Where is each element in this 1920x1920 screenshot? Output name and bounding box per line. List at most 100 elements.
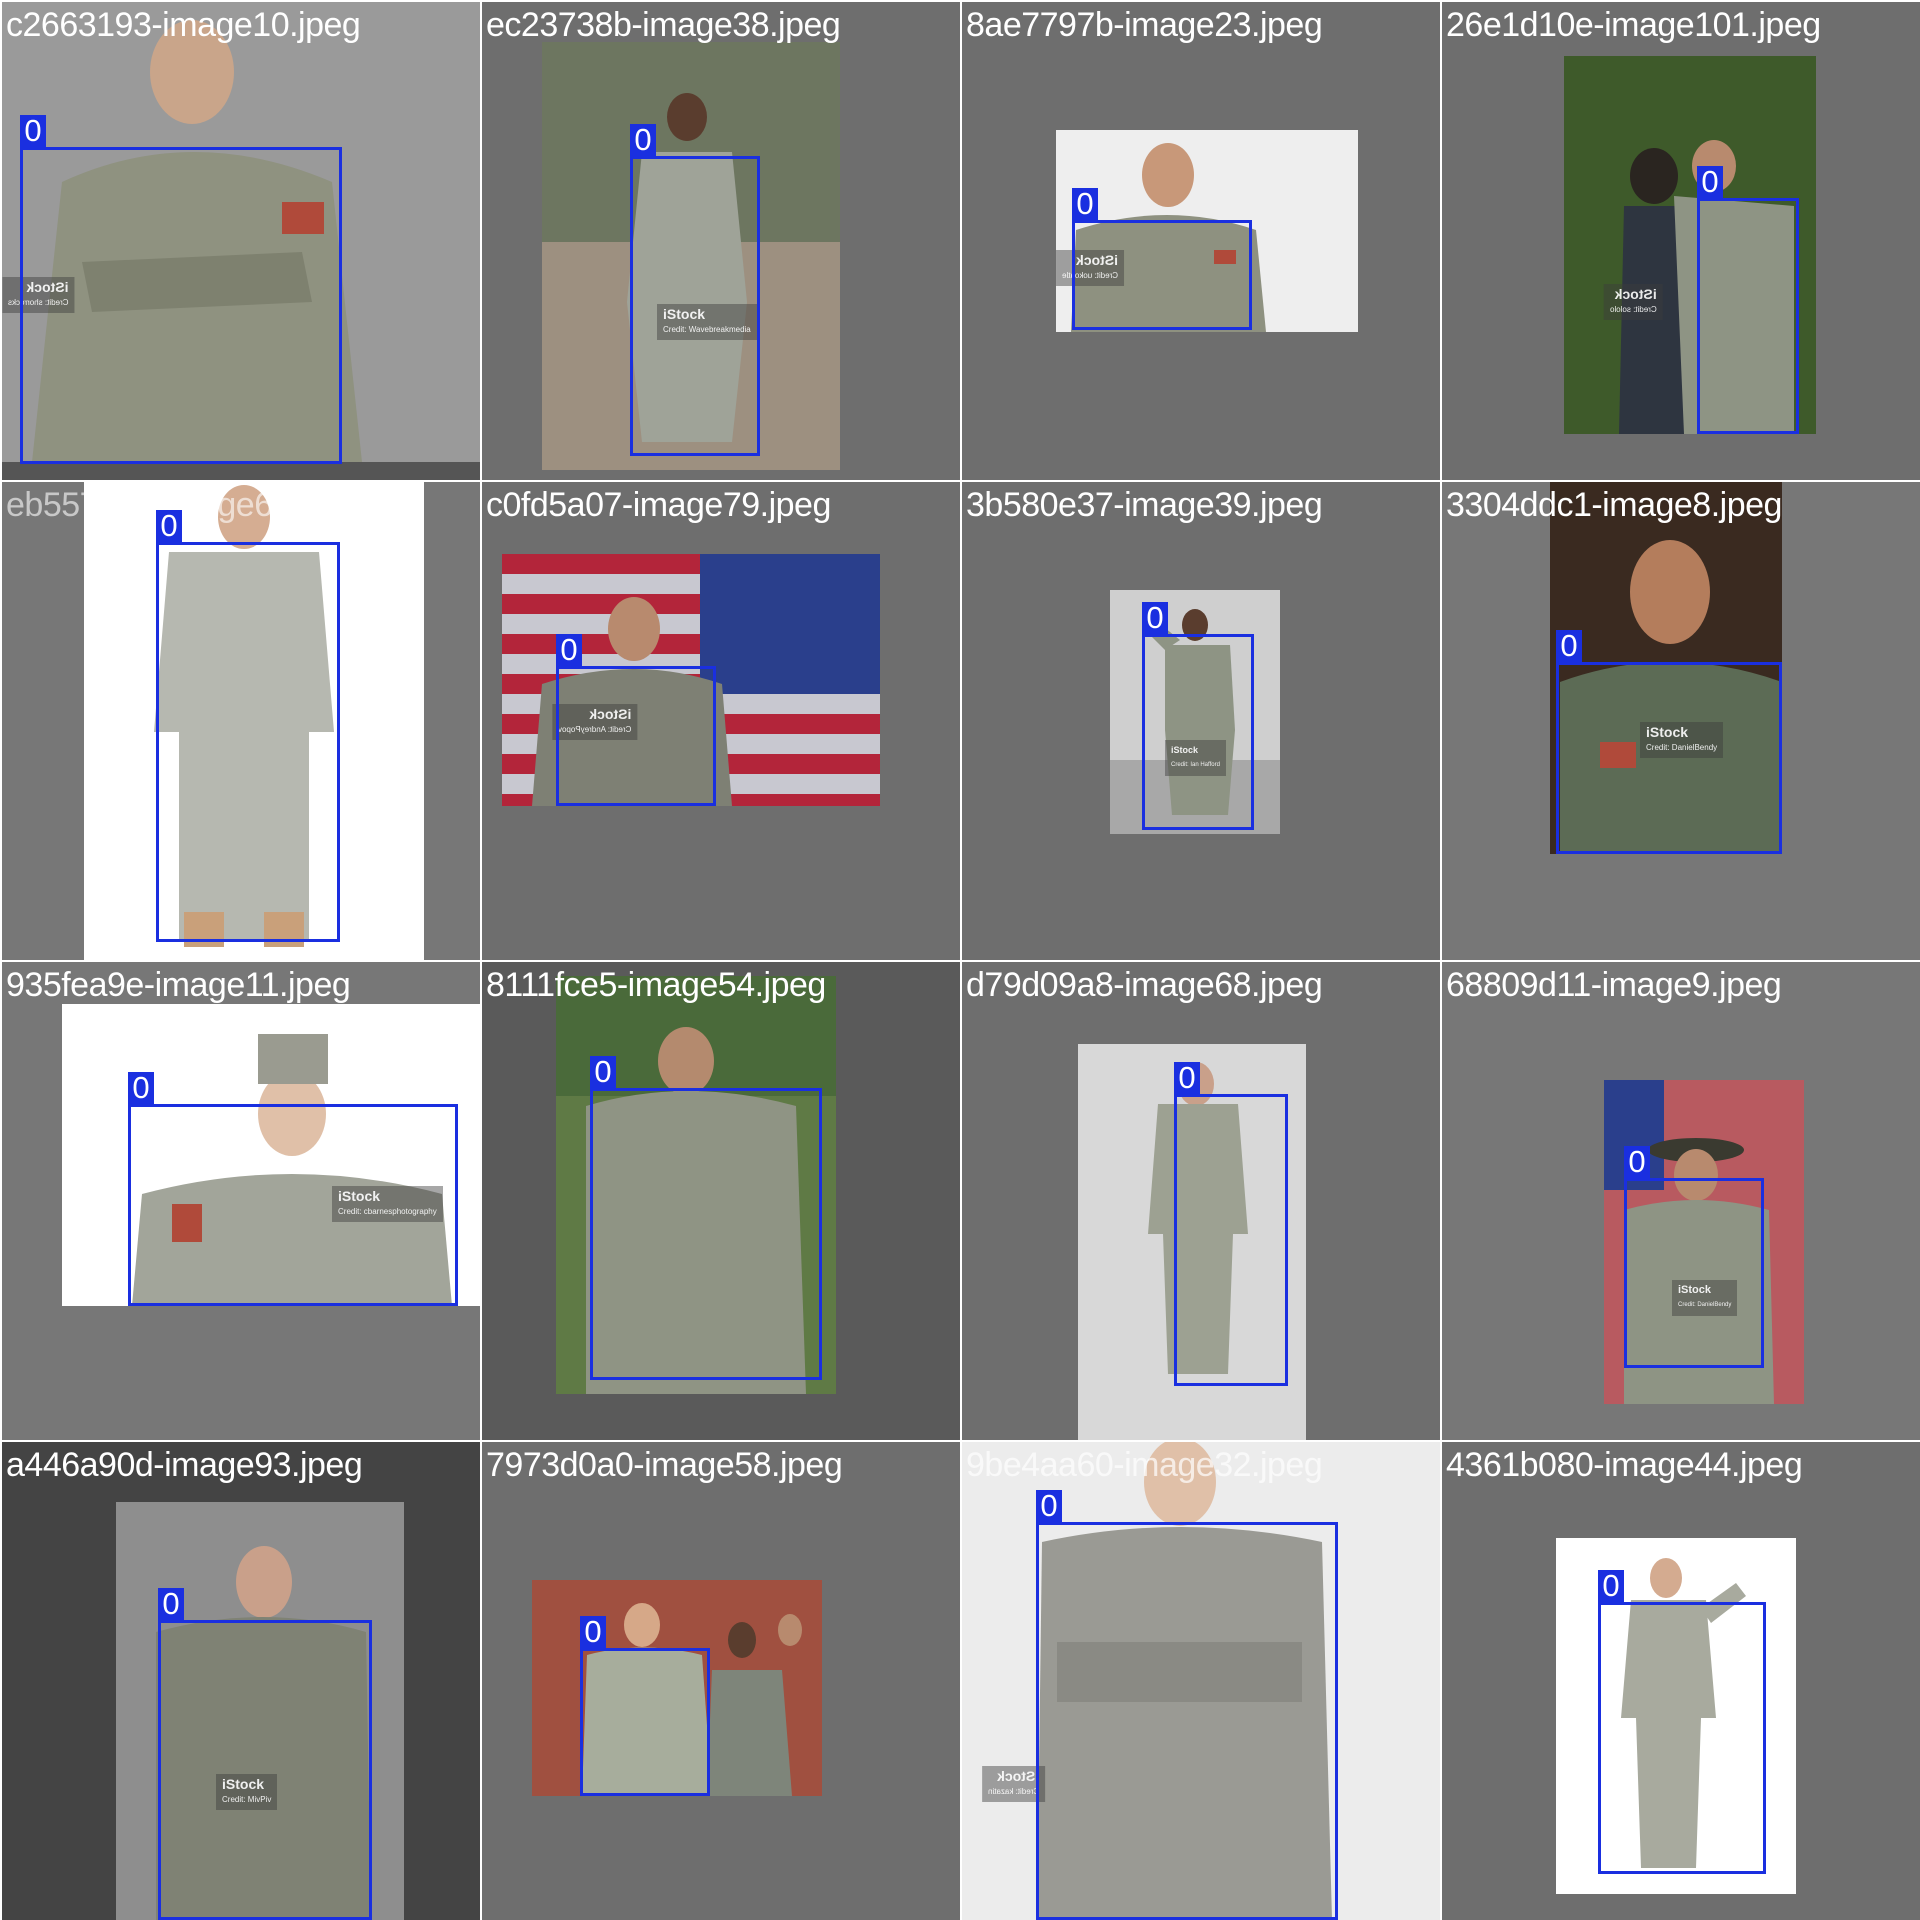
- soldiers-group-figure: [582, 1603, 802, 1796]
- image-tile: 8111fce5-image54.jpeg 0: [482, 962, 960, 1440]
- image-tile: iStock Credit: uokoatle 8ae7797b-image23…: [962, 2, 1440, 480]
- class-label: 0: [1036, 1490, 1062, 1522]
- couple-figure: [1619, 140, 1794, 434]
- detection-box[interactable]: 0: [1598, 1570, 1766, 1874]
- image-tile: eb5577da-image69.jpeg 0: [2, 482, 480, 960]
- class-label: 0: [158, 1588, 184, 1620]
- detection-box[interactable]: 0: [590, 1056, 822, 1380]
- detection-box[interactable]: 0: [630, 124, 760, 456]
- photo: iStock Credit: DanielBendy: [1550, 482, 1782, 854]
- soldier-figure: [32, 20, 362, 462]
- image-filename: 8111fce5-image54.jpeg: [486, 966, 826, 1004]
- image-filename: ec23738b-image38.jpeg: [486, 6, 841, 44]
- class-label: 0: [1624, 1146, 1650, 1178]
- image-filename: c0fd5a07-image79.jpeg: [486, 486, 831, 524]
- soldier-flag-figure: [502, 554, 880, 806]
- class-label: 0: [630, 124, 656, 156]
- photo: [84, 482, 424, 960]
- class-label: 0: [1697, 166, 1723, 198]
- image-filename: 7973d0a0-image58.jpeg: [486, 1446, 843, 1484]
- image-tile: iStock Credit: AndreyPopov c0fd5a07-imag…: [482, 482, 960, 960]
- soldier-figure: [156, 1546, 371, 1920]
- image-filename: d79d09a8-image68.jpeg: [966, 966, 1323, 1004]
- watermark-brand: iStock: [997, 1768, 1040, 1784]
- image-filename: 68809d11-image9.jpeg: [1446, 966, 1782, 1004]
- watermark-brand: iStock: [1646, 724, 1689, 740]
- watermark: iStock Credit: MivPiv: [216, 1774, 278, 1810]
- detection-box[interactable]: 0: [1036, 1490, 1338, 1920]
- watermark-credit: Credit: sololo: [1610, 305, 1657, 314]
- image-filename: 4361b080-image44.jpeg: [1446, 1446, 1803, 1484]
- watermark-brand: iStock: [222, 1776, 265, 1792]
- watermark: iStock Credit: DanielBendy: [1640, 722, 1724, 758]
- image-tile: iStock Credit: Ian Hafford 3b580e37-imag…: [962, 482, 1440, 960]
- watermark-credit: Credit: MivPiv: [222, 1795, 272, 1804]
- detection-box[interactable]: 0: [556, 634, 716, 806]
- image-tile: iStock Credit: sololo 26e1d10e-image101.…: [1442, 2, 1920, 480]
- photo: [532, 1580, 822, 1796]
- watermark-brand: iStock: [1614, 286, 1657, 302]
- image-filename: a446a90d-image93.jpeg: [6, 1446, 363, 1484]
- detection-box[interactable]: 0: [1556, 630, 1782, 854]
- soldier-figure: [132, 1034, 452, 1306]
- watermark-credit: Credit: Ian Hafford: [1171, 762, 1220, 768]
- watermark-credit: Credit: kazatin: [988, 1787, 1040, 1796]
- watermark-brand: iStock: [1171, 745, 1199, 755]
- class-label: 0: [1556, 630, 1582, 662]
- watermark: iStock Credit: DanielBendy: [1672, 1280, 1738, 1316]
- photo: iStock Credit: uokoatle: [1056, 130, 1358, 332]
- image-filename: c2663193-image10.jpeg: [6, 6, 361, 44]
- watermark: iStock Credit: Wavebreakmedia: [657, 304, 757, 340]
- image-filename: 8ae7797b-image23.jpeg: [966, 6, 1323, 44]
- soldier-figure: [1037, 1442, 1332, 1920]
- detection-box[interactable]: 0: [1624, 1146, 1764, 1368]
- watermark: iStock Credit: cbarnesphotography: [332, 1186, 443, 1222]
- detection-box[interactable]: 0: [1072, 188, 1252, 330]
- class-label: 0: [1174, 1062, 1200, 1094]
- class-label: 0: [580, 1616, 606, 1648]
- class-label: 0: [1598, 1570, 1624, 1602]
- class-label: 0: [128, 1072, 154, 1104]
- detection-box[interactable]: 0: [1174, 1062, 1288, 1386]
- watermark-brand: iStock: [338, 1188, 381, 1204]
- detection-box[interactable]: 0: [156, 510, 340, 942]
- detection-box[interactable]: 0: [158, 1588, 372, 1920]
- watermark-credit: Credit: DanielBendy: [1646, 743, 1718, 752]
- image-filename: 3304ddc1-image8.jpeg: [1446, 486, 1782, 524]
- watermark-brand: iStock: [663, 306, 706, 322]
- image-filename: 935fea9e-image11.jpeg: [6, 966, 351, 1004]
- image-tile: iStock Credit: Wavebreakmedia ec23738b-i…: [482, 2, 960, 480]
- class-label: 0: [590, 1056, 616, 1088]
- watermark-brand: iStock: [1678, 1284, 1712, 1296]
- image-filename: eb5577da-image69.jpeg: [6, 486, 363, 524]
- photo: iStock Credit: sololo: [1564, 56, 1816, 434]
- class-label: 0: [1072, 188, 1098, 220]
- image-tile: 7973d0a0-image58.jpeg 0: [482, 1442, 960, 1920]
- watermark-credit: Credit: cbarnesphotography: [338, 1207, 437, 1216]
- detection-box[interactable]: 0: [128, 1072, 458, 1306]
- detection-box[interactable]: 0: [1142, 602, 1254, 830]
- photo: iStock Credit: shorrocks: [2, 2, 480, 462]
- soldier-figure: [1071, 143, 1266, 332]
- image-filename: 26e1d10e-image101.jpeg: [1446, 6, 1821, 44]
- image-tile: iStock Credit: kazatin 9be4aa60-image32.…: [962, 1442, 1440, 1920]
- image-tile: 4361b080-image44.jpeg 0: [1442, 1442, 1920, 1920]
- class-label: 0: [156, 510, 182, 542]
- photo: [1556, 1538, 1796, 1894]
- image-tile: iStock Credit: MivPiv a446a90d-image93.j…: [2, 1442, 480, 1920]
- detection-box[interactable]: 0: [1697, 166, 1799, 434]
- detection-box[interactable]: 0: [20, 115, 342, 464]
- soldier-figure: [1560, 540, 1782, 854]
- watermark: iStock Credit: Ian Hafford: [1165, 740, 1226, 776]
- watermark-credit: Credit: Wavebreakmedia: [663, 325, 751, 334]
- class-label: 0: [556, 634, 582, 666]
- photo: iStock Credit: cbarnesphotography: [62, 1004, 480, 1306]
- photo: iStock Credit: Wavebreakmedia: [542, 42, 840, 470]
- image-tile: d79d09a8-image68.jpeg 0: [962, 962, 1440, 1440]
- photo: [556, 976, 836, 1394]
- watermark-credit: Credit: DanielBendy: [1678, 1302, 1732, 1308]
- image-filename: 3b580e37-image39.jpeg: [966, 486, 1323, 524]
- class-label: 0: [20, 115, 46, 147]
- detection-box[interactable]: 0: [580, 1616, 710, 1796]
